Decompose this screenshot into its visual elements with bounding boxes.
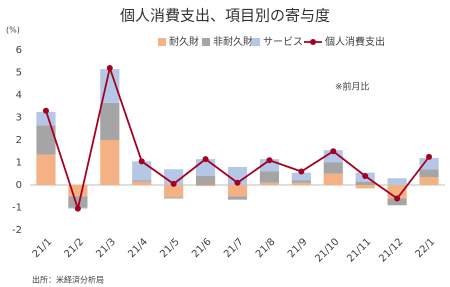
bar	[68, 185, 88, 197]
bar	[100, 140, 120, 185]
line-marker	[74, 205, 81, 212]
source: 出所：米経済分析局	[32, 275, 104, 285]
bar	[355, 185, 375, 189]
bar	[164, 197, 184, 199]
bar	[291, 180, 311, 183]
bar	[164, 185, 184, 198]
bar	[227, 167, 248, 185]
line-marker	[426, 153, 433, 160]
bar	[291, 182, 311, 185]
y-tick-label: 6	[16, 45, 22, 56]
legend-label: 耐久財	[169, 35, 199, 48]
bar	[196, 176, 216, 185]
line-marker	[330, 148, 337, 155]
y-tick-label: 5	[16, 68, 22, 79]
y-tick-label: 3	[16, 113, 22, 124]
legend-label: 非耐久財	[213, 35, 253, 48]
y-tick-label: -1	[12, 203, 22, 214]
bar	[132, 161, 152, 181]
legend-label: サービス	[263, 36, 303, 48]
bar	[419, 177, 439, 185]
y-unit: (%)	[6, 26, 20, 35]
line-marker	[42, 107, 49, 114]
bar	[323, 150, 343, 163]
bar	[36, 125, 56, 155]
y-tick-label: 2	[16, 135, 22, 146]
bar	[36, 111, 56, 126]
bar	[387, 178, 407, 185]
bar	[419, 169, 439, 178]
bar	[36, 154, 56, 185]
y-tick-label: 1	[16, 158, 22, 169]
line-marker	[234, 179, 241, 186]
chart-title: 個人消費支出、項目別の寄与度	[120, 7, 330, 25]
line-marker	[106, 65, 113, 71]
y-tick-label: 0	[16, 180, 22, 191]
line-marker	[202, 156, 209, 163]
line-marker	[138, 158, 145, 165]
legend-label: 個人消費支出	[325, 35, 385, 48]
y-tick-label: 4	[16, 90, 22, 101]
legend-swatch	[202, 38, 210, 46]
legend-swatch	[158, 38, 166, 46]
bar	[323, 162, 343, 174]
bar	[132, 181, 152, 185]
bar	[259, 182, 279, 185]
legend-swatch	[252, 38, 260, 46]
line-marker	[170, 180, 177, 187]
line-marker	[298, 168, 305, 175]
bar	[196, 185, 216, 187]
bar	[323, 173, 343, 185]
bar	[259, 171, 279, 183]
line-marker	[394, 195, 401, 202]
bar	[132, 180, 152, 182]
bar	[100, 69, 120, 103]
bar	[227, 185, 248, 197]
line-marker	[362, 173, 369, 179]
bar	[291, 172, 311, 181]
legend-marker	[310, 39, 316, 45]
bar	[68, 196, 88, 208]
y-tick-label: -2	[12, 225, 22, 236]
line-marker	[266, 157, 273, 164]
bar	[419, 158, 439, 170]
bar	[227, 196, 248, 200]
annotation: ※前月比	[335, 81, 370, 93]
bar	[387, 198, 407, 206]
bar	[355, 181, 375, 185]
bar	[100, 102, 120, 140]
